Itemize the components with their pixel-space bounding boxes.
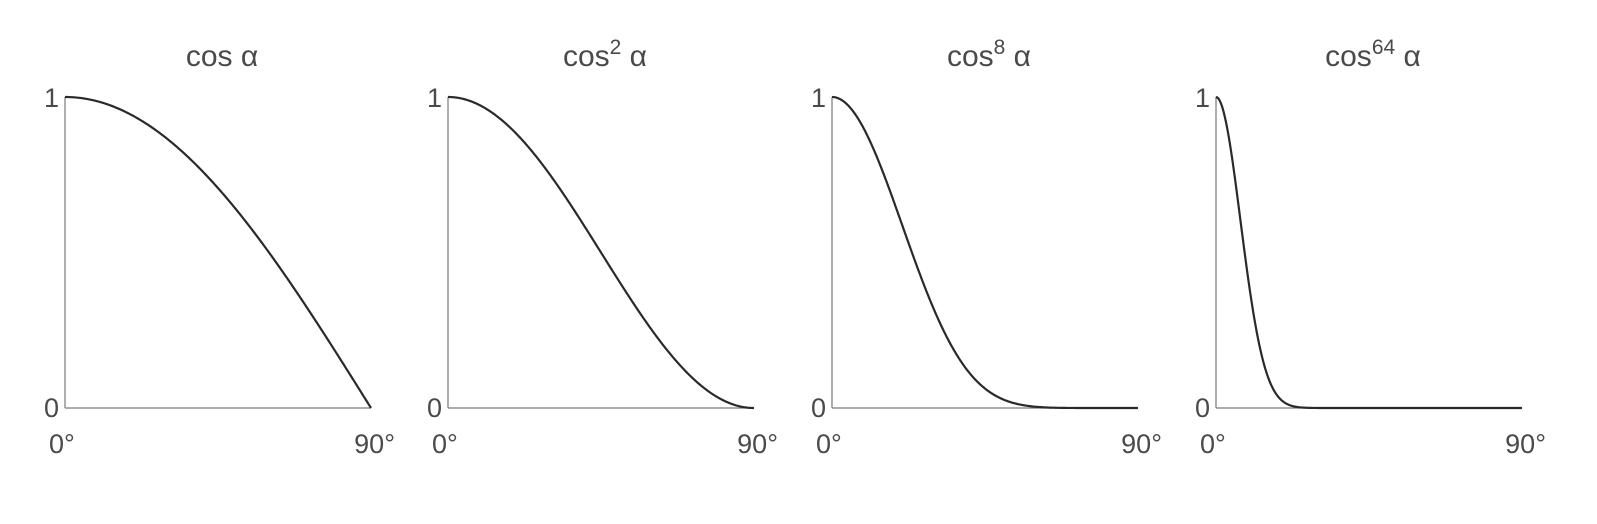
data-point — [583, 224, 585, 226]
x-tick-label-right: 90° — [354, 429, 395, 459]
data-point — [967, 370, 969, 372]
data-point — [831, 96, 833, 98]
y-tick-label-bottom: 0 — [427, 393, 442, 423]
data-point — [447, 96, 449, 98]
data-point — [1283, 401, 1285, 403]
data-point — [1137, 407, 1139, 409]
y-tick-label-top: 1 — [44, 83, 59, 113]
series-line — [831, 95, 1138, 410]
x-tick-label-right: 90° — [1505, 429, 1546, 459]
title-symbol: α — [1005, 40, 1031, 73]
data-point — [549, 174, 551, 176]
data-point — [1069, 407, 1071, 409]
chart-title: cos2 α — [563, 36, 647, 73]
series-line — [64, 95, 372, 409]
title-exponent: 8 — [994, 36, 1006, 59]
data-point — [899, 218, 901, 220]
data-point — [1232, 216, 1234, 218]
data-point — [98, 100, 100, 102]
series-line — [1215, 95, 1522, 410]
y-tick-label-top: 1 — [1195, 83, 1210, 113]
chart-panel-2: cos2 α 1 0 0° 90° — [427, 36, 778, 459]
data-point — [1368, 407, 1370, 409]
y-tick-label-top: 1 — [427, 83, 442, 113]
title-base: cos — [1325, 40, 1372, 73]
title-symbol: α — [621, 40, 647, 73]
data-point — [481, 105, 483, 107]
data-point — [64, 96, 66, 98]
y-tick-label-bottom: 0 — [44, 393, 59, 423]
data-point — [1035, 406, 1037, 408]
y-tick-label-bottom: 0 — [811, 393, 826, 423]
x-tick-label-left: 0° — [432, 429, 458, 459]
x-tick-label-left: 0° — [816, 429, 842, 459]
data-point — [933, 309, 935, 311]
data-point — [1317, 407, 1319, 409]
data-point — [753, 407, 755, 409]
data-point — [336, 353, 338, 355]
x-tick-label-right: 90° — [1121, 429, 1162, 459]
chart-title: cos64 α — [1325, 36, 1421, 73]
chart-title: cos8 α — [947, 36, 1031, 73]
y-tick-label-top: 1 — [811, 83, 826, 113]
data-point — [1300, 406, 1302, 408]
data-point — [234, 207, 236, 209]
title-exponent: 2 — [610, 36, 622, 59]
data-point — [651, 329, 653, 331]
title-base: cos — [563, 40, 610, 73]
data-point — [1521, 407, 1523, 409]
data-point — [865, 131, 867, 133]
data-point — [1249, 289, 1251, 291]
data-point — [1103, 407, 1105, 409]
data-point — [685, 370, 687, 372]
title-base: cos — [947, 40, 994, 73]
data-point — [132, 114, 134, 116]
chart-title: cos α — [186, 40, 258, 73]
data-point — [166, 137, 168, 139]
data-point — [370, 407, 372, 409]
chart-panel-4: cos64 α 1 0 0° 90° — [1195, 36, 1546, 459]
data-point — [1001, 398, 1003, 400]
chart-panel-3: cos8 α 1 0 0° 90° — [811, 36, 1162, 459]
title-base: cos — [186, 40, 233, 73]
data-point — [617, 278, 619, 280]
title-symbol: α — [1395, 40, 1421, 73]
data-point — [200, 169, 202, 171]
data-point — [1419, 407, 1421, 409]
title-symbol: α — [233, 40, 259, 73]
data-point — [515, 132, 517, 134]
chart-panel-1: cos α 1 0 0° 90° — [44, 40, 395, 459]
y-tick-label-bottom: 0 — [1195, 393, 1210, 423]
data-point — [719, 397, 721, 399]
data-point — [1266, 373, 1268, 375]
data-point — [302, 300, 304, 302]
title-exponent: 64 — [1372, 36, 1396, 59]
series-line — [447, 95, 755, 410]
x-tick-label-right: 90° — [737, 429, 778, 459]
data-point — [268, 251, 270, 253]
x-tick-label-left: 0° — [49, 429, 75, 459]
x-tick-label-left: 0° — [1200, 429, 1226, 459]
data-point — [1215, 96, 1217, 98]
